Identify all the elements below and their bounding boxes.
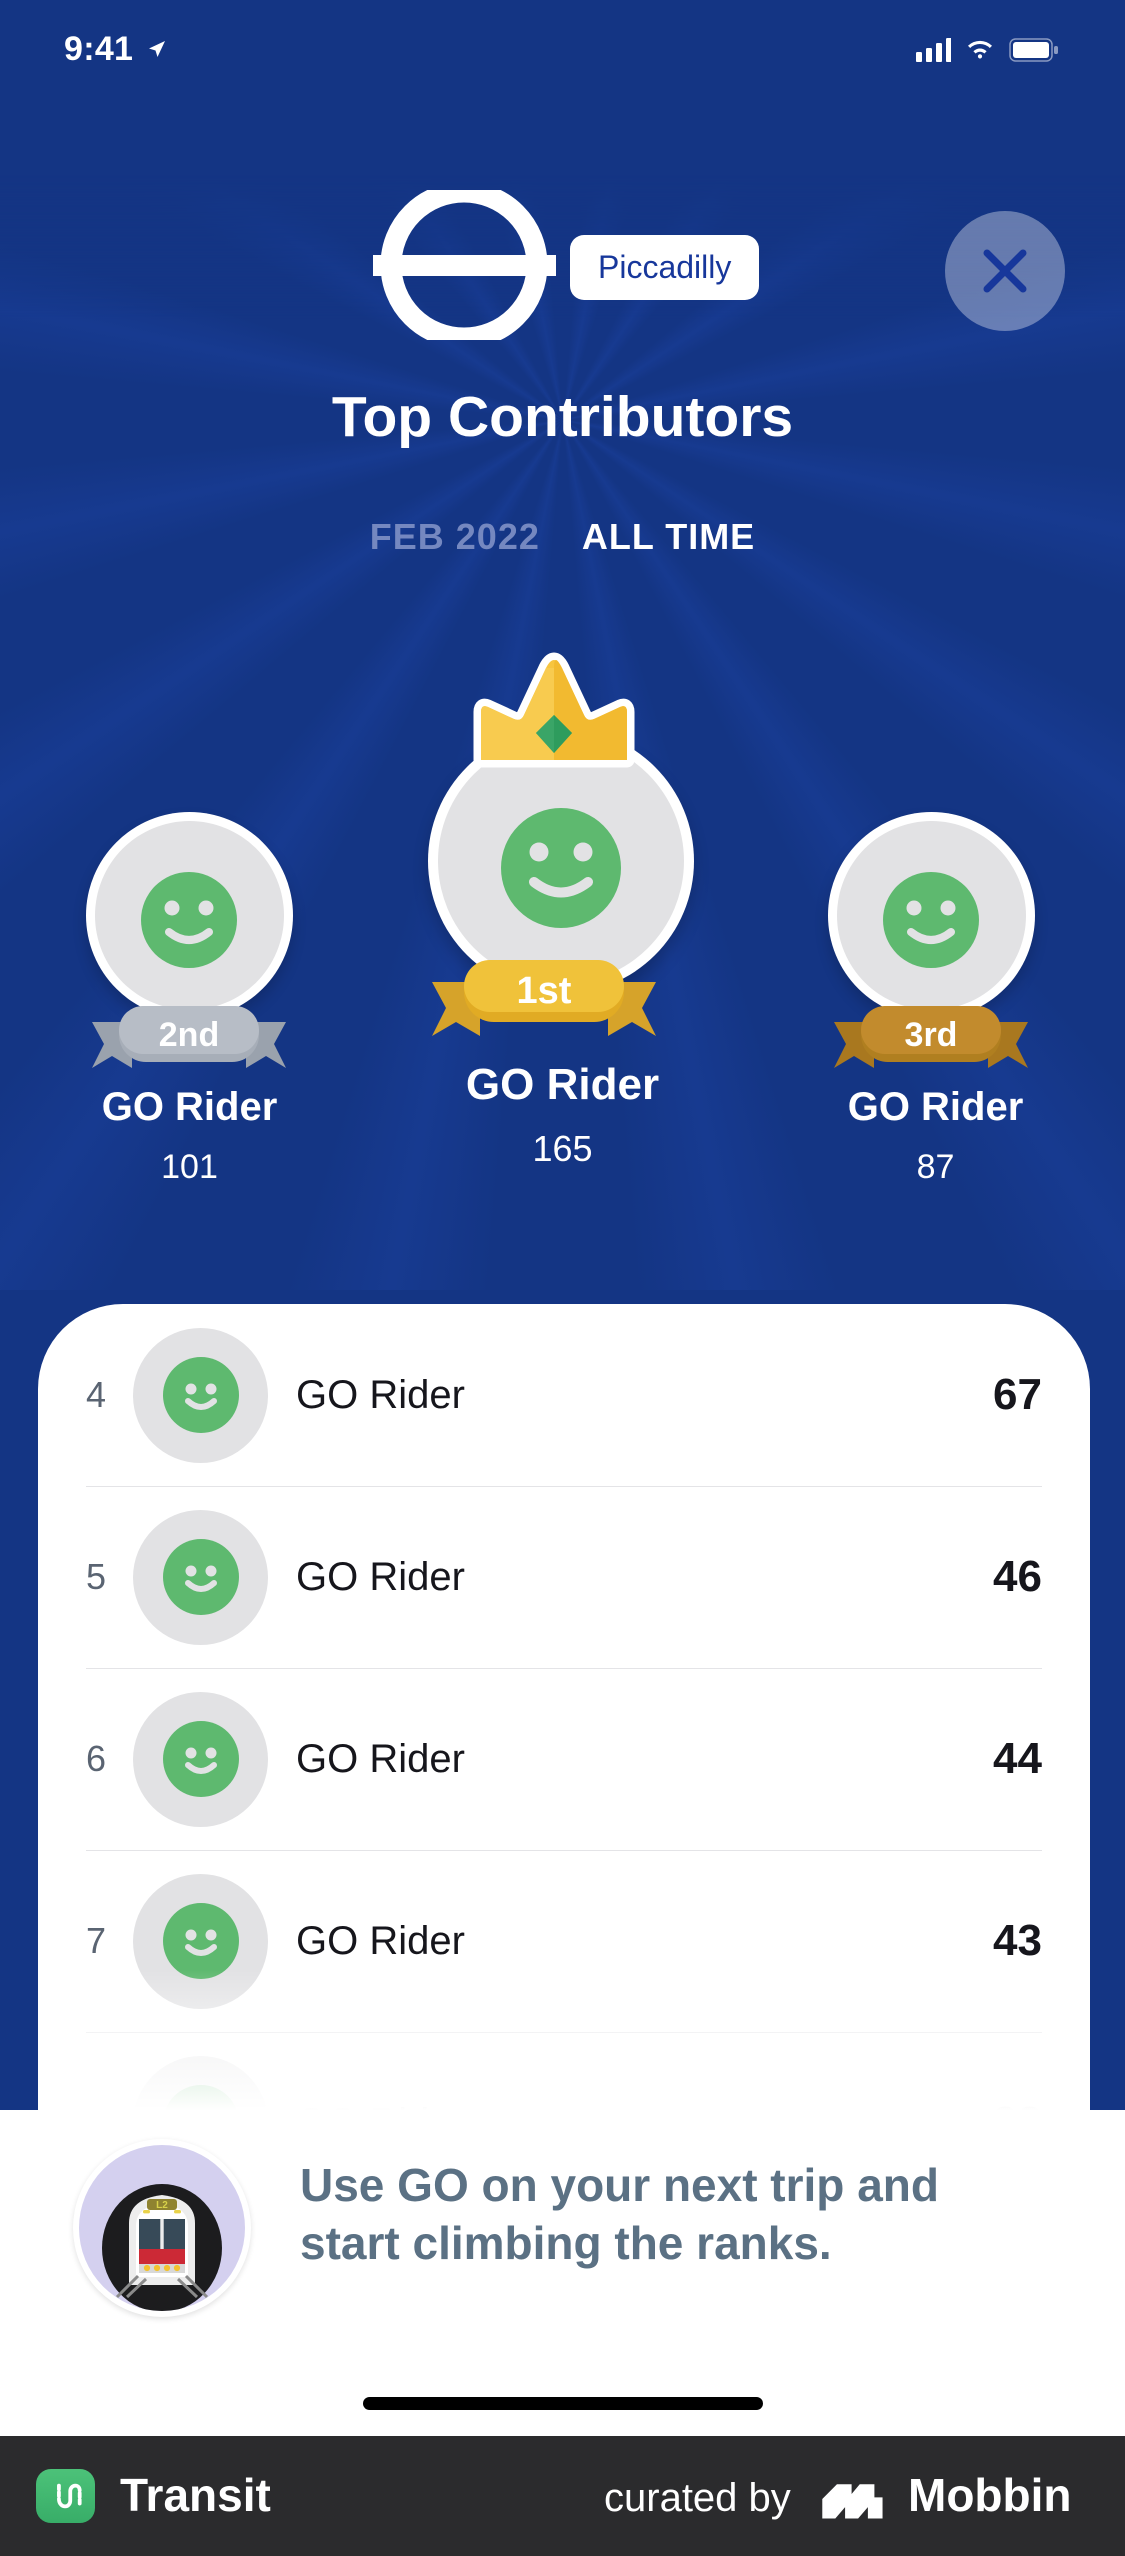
svg-text:1st: 1st	[517, 970, 572, 1012]
svg-text:3rd: 3rd	[905, 1016, 958, 1054]
svg-text:L2: L2	[156, 2200, 168, 2211]
svg-text:2nd: 2nd	[159, 1016, 219, 1054]
